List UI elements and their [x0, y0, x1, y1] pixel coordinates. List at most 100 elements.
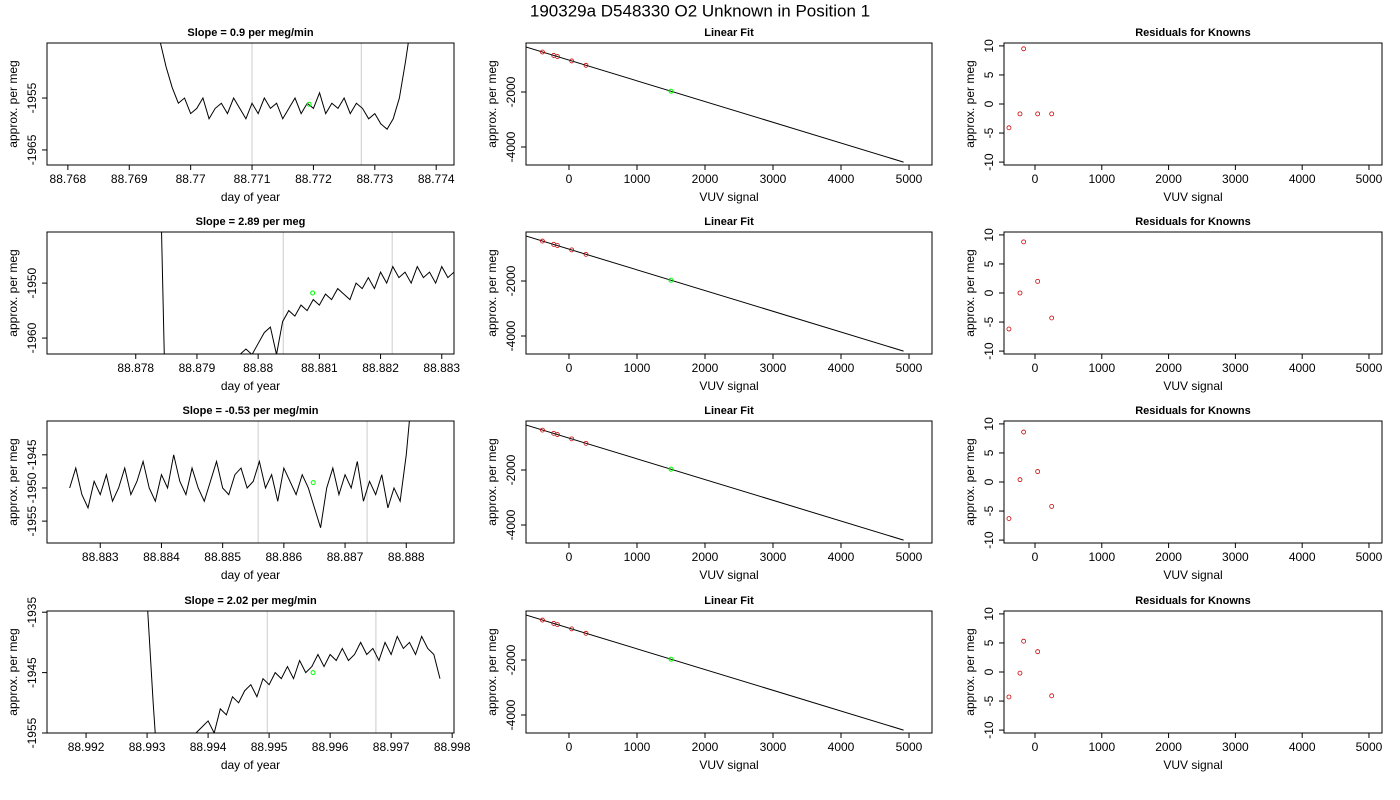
- plot-frame: [46, 610, 455, 734]
- unknown-point: [668, 656, 674, 662]
- y-axis-label: approx. per meg: [485, 249, 499, 336]
- point: [1021, 429, 1027, 435]
- point: [1006, 125, 1012, 131]
- point: [1017, 111, 1023, 117]
- point: [1021, 46, 1027, 52]
- unknown-point: [310, 480, 316, 486]
- x-tick-label: 4000: [1289, 361, 1316, 375]
- y-axis-label: approx. per meg: [6, 249, 20, 336]
- plot-frame: [1003, 610, 1383, 734]
- y-tick-label: -5: [982, 695, 996, 706]
- x-tick-label: 0: [566, 550, 573, 564]
- unknown-point: [668, 88, 674, 94]
- x-tick-label: 88.993: [129, 740, 166, 754]
- x-tick-label: 2000: [692, 550, 719, 564]
- unknown-point: [306, 101, 312, 107]
- x-tick-label: 88.768: [50, 172, 87, 186]
- y-axis-label: approx. per meg: [485, 628, 499, 715]
- y-tick-label: -4000: [504, 699, 518, 730]
- panel-title: Linear Fit: [704, 27, 754, 39]
- point: [555, 432, 560, 437]
- y-tick-label: -5: [982, 505, 996, 516]
- panel: Residuals for Knowns VUV signal approx. pe…: [963, 405, 1382, 582]
- x-tick-label: 1000: [1088, 740, 1115, 754]
- unknown-point: [310, 290, 316, 296]
- point: [1049, 315, 1055, 321]
- x-axis-label: VUV signal: [699, 190, 758, 204]
- panel-title: Slope = 2.89 per meg: [196, 216, 306, 228]
- x-tick-label: 88.878: [117, 361, 154, 375]
- x-tick-label: 1000: [1088, 172, 1115, 186]
- panel-title: Slope = 2.02 per meg/min: [184, 595, 317, 607]
- x-tick-label: 5000: [896, 550, 923, 564]
- x-tick-label: 88.881: [301, 361, 338, 375]
- panel: Slope = 0.9 per meg/min day of year approx…: [6, 27, 455, 204]
- point: [1035, 469, 1041, 474]
- plot-area: [526, 46, 904, 163]
- x-tick-label: 88.774: [418, 172, 455, 186]
- x-tick-label: 88.769: [111, 172, 148, 186]
- x-tick-label: 3000: [1222, 361, 1249, 375]
- plot-area: [1006, 638, 1055, 700]
- x-tick-label: 2000: [692, 740, 719, 754]
- x-tick-label: 4000: [1289, 740, 1316, 754]
- series-line: [159, 43, 409, 130]
- unknown-point: [668, 277, 674, 283]
- panel: Slope = -0.53 per meg/min day of year appr…: [6, 405, 455, 582]
- y-tick-label: 10: [982, 39, 996, 53]
- x-tick-label: 1000: [624, 740, 651, 754]
- x-tick-label: 5000: [896, 361, 923, 375]
- x-tick-label: 0: [1032, 740, 1039, 754]
- y-tick-label: -1955: [25, 505, 39, 536]
- y-tick-label: 0: [982, 668, 996, 675]
- y-axis-label: approx. per meg: [6, 60, 20, 147]
- x-tick-label: 5000: [1356, 550, 1383, 564]
- panel-title: Linear Fit: [704, 405, 754, 417]
- x-tick-label: 88.992: [68, 740, 105, 754]
- point: [1035, 278, 1041, 284]
- y-tick-label: -4000: [504, 509, 518, 540]
- x-tick-label: 3000: [760, 361, 787, 375]
- y-tick-label: 5: [982, 71, 996, 78]
- y-axis-label: approx. per meg: [963, 60, 977, 147]
- series-line: [147, 611, 441, 733]
- x-tick-label: 88.994: [190, 740, 227, 754]
- x-tick-label: 88.88: [243, 361, 273, 375]
- point: [1021, 638, 1027, 644]
- x-tick-label: 88.884: [143, 550, 180, 564]
- point: [1006, 326, 1012, 332]
- point: [1006, 516, 1012, 521]
- x-tick-label: 3000: [760, 550, 787, 564]
- x-tick-label: 3000: [1222, 740, 1249, 754]
- unknown-point: [310, 670, 316, 676]
- y-tick-label: -2000: [504, 76, 518, 107]
- x-tick-label: 88.772: [295, 172, 332, 186]
- plot-frame: [1003, 42, 1383, 166]
- plot-frame: [1003, 420, 1383, 544]
- point: [1035, 111, 1041, 117]
- y-tick-label: -10: [982, 342, 996, 360]
- plot-area: [159, 43, 409, 165]
- x-tick-label: 88.998: [434, 740, 471, 754]
- x-tick-label: 88.882: [362, 361, 399, 375]
- y-tick-label: -1935: [25, 597, 39, 628]
- y-tick-label: -1945: [25, 657, 39, 688]
- plot-area: [1006, 429, 1055, 521]
- x-tick-label: 88.883: [423, 361, 460, 375]
- panel-title: Residuals for Knowns: [1135, 595, 1251, 607]
- x-tick-label: 0: [1032, 550, 1039, 564]
- figure-title: 190329a D548330 O2 Unknown in Position 1: [530, 1, 870, 20]
- y-tick-label: -1950: [25, 267, 39, 298]
- panel-title: Linear Fit: [704, 595, 754, 607]
- y-tick-label: 5: [982, 639, 996, 646]
- plot-frame: [46, 420, 455, 544]
- x-tick-label: 2000: [1155, 740, 1182, 754]
- x-tick-label: 88.888: [388, 550, 425, 564]
- y-tick-label: -5: [982, 127, 996, 138]
- x-tick-label: 5000: [896, 740, 923, 754]
- plot-area: [526, 424, 904, 541]
- x-axis-label: VUV signal: [1163, 568, 1222, 582]
- x-tick-label: 88.771: [234, 172, 271, 186]
- y-tick-label: -10: [982, 153, 996, 171]
